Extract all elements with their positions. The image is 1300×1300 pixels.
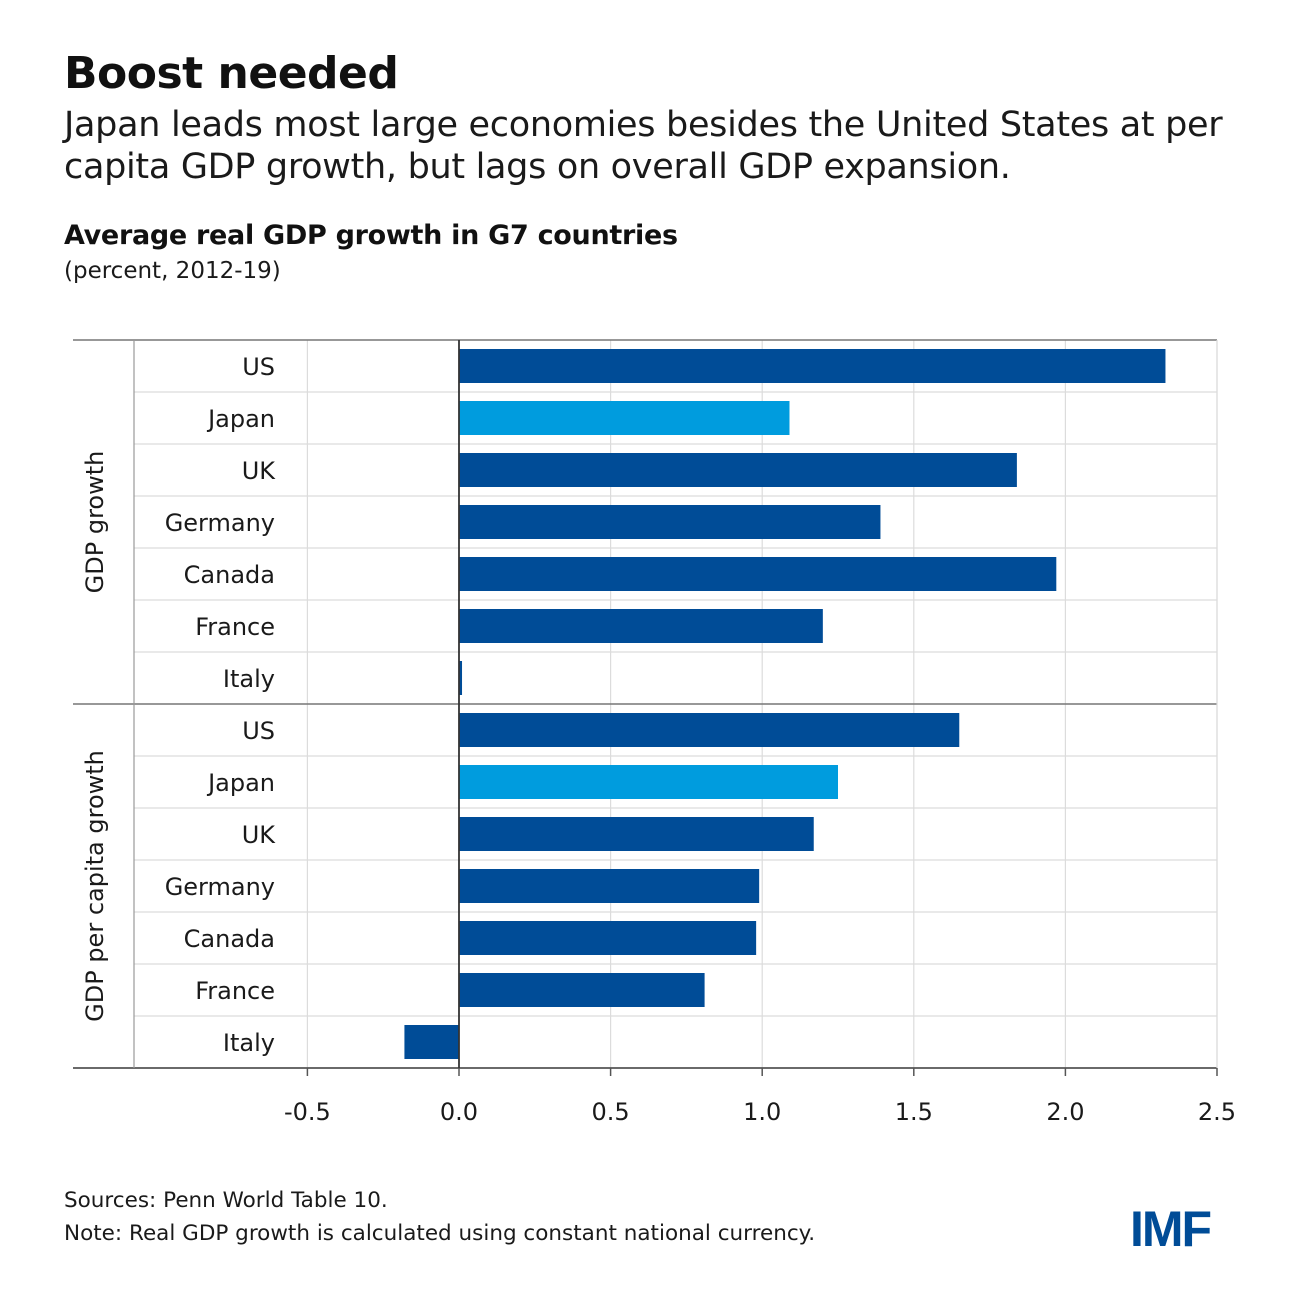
x-tick-label: 1.5 xyxy=(895,1098,933,1126)
bar-0-france xyxy=(459,609,823,643)
category-label: Germany xyxy=(165,873,275,901)
x-tick-label: 0.5 xyxy=(592,1098,630,1126)
category-label: UK xyxy=(242,457,277,485)
bar-1-japan xyxy=(459,765,838,799)
category-label: Canada xyxy=(184,561,275,589)
bar-0-japan xyxy=(459,401,790,435)
bar-1-germany xyxy=(459,869,760,903)
imf-logo: IMF xyxy=(1130,1201,1212,1257)
category-label: France xyxy=(195,613,275,641)
bar-1-italy xyxy=(404,1025,459,1059)
category-label: Japan xyxy=(206,769,275,797)
headline: Boost needed xyxy=(64,48,399,99)
subheadline: Japan leads most large economies besides… xyxy=(64,105,1223,187)
bar-1-uk xyxy=(459,817,814,851)
category-label: Germany xyxy=(165,509,275,537)
category-label: Italy xyxy=(223,665,275,693)
category-label: US xyxy=(242,353,275,381)
x-tick-label: 0.0 xyxy=(440,1098,478,1126)
sources-note: Sources: Penn World Table 10. xyxy=(64,1188,388,1213)
category-label: Italy xyxy=(223,1029,275,1057)
bar-0-italy xyxy=(459,661,463,695)
category-label: Canada xyxy=(184,925,275,953)
x-tick-label: -0.5 xyxy=(284,1098,331,1126)
category-label: Japan xyxy=(206,405,275,433)
chart-title: Average real GDP growth in G7 countries xyxy=(64,220,678,251)
category-label: France xyxy=(195,977,275,1005)
bar-1-canada xyxy=(459,921,757,955)
category-label: UK xyxy=(242,821,277,849)
group-label: GDP per capita growth xyxy=(81,750,109,1022)
bar-0-us xyxy=(459,349,1166,383)
bar-1-france xyxy=(459,973,705,1007)
bar-0-germany xyxy=(459,505,881,539)
bar-0-uk xyxy=(459,453,1017,487)
bar-0-canada xyxy=(459,557,1057,591)
footnote: Note: Real GDP growth is calculated usin… xyxy=(64,1221,816,1246)
bar-1-us xyxy=(459,713,960,747)
x-tick-label: 2.5 xyxy=(1198,1098,1236,1126)
x-tick-label: 1.0 xyxy=(743,1098,781,1126)
category-label: US xyxy=(242,717,275,745)
x-tick-label: 2.0 xyxy=(1046,1098,1084,1126)
group-label: GDP growth xyxy=(81,451,109,594)
chart-subtitle: (percent, 2012-19) xyxy=(64,258,281,284)
